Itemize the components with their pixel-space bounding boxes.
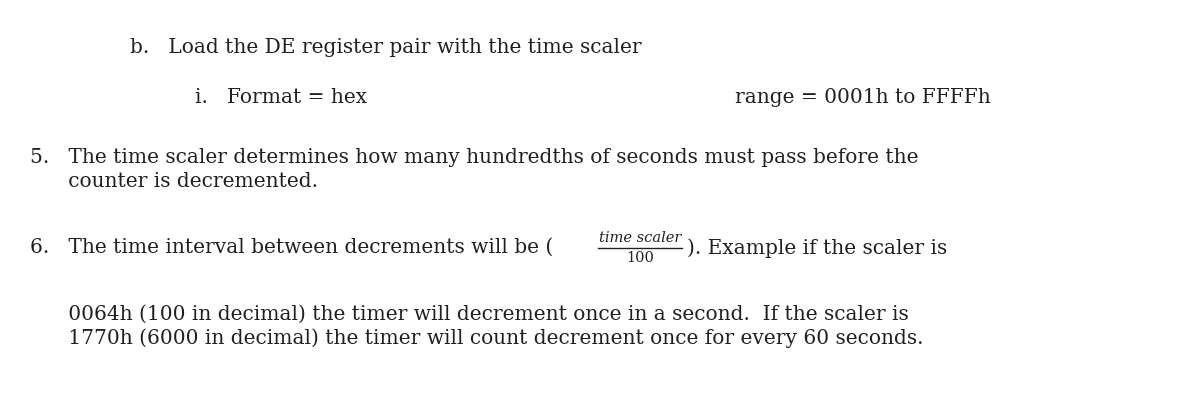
Text: b.   Load the DE register pair with the time scaler: b. Load the DE register pair with the ti… — [130, 38, 642, 57]
Text: range = 0001h to FFFFh: range = 0001h to FFFFh — [734, 88, 991, 107]
Text: 1770h (6000 in decimal) the timer will count decrement once for every 60 seconds: 1770h (6000 in decimal) the timer will c… — [30, 328, 924, 348]
Text: 100: 100 — [626, 251, 654, 265]
Text: i.   Format = hex: i. Format = hex — [194, 88, 367, 107]
Text: ). Example if the scaler is: ). Example if the scaler is — [686, 238, 947, 258]
Text: 0064h (100 in decimal) the timer will decrement once in a second.  If the scaler: 0064h (100 in decimal) the timer will de… — [30, 305, 908, 324]
Text: 5.   The time scaler determines how many hundredths of seconds must pass before : 5. The time scaler determines how many h… — [30, 148, 918, 167]
Text: counter is decremented.: counter is decremented. — [30, 172, 318, 191]
Text: 6.   The time interval between decrements will be (: 6. The time interval between decrements … — [30, 238, 553, 257]
Text: time scaler: time scaler — [599, 231, 682, 245]
